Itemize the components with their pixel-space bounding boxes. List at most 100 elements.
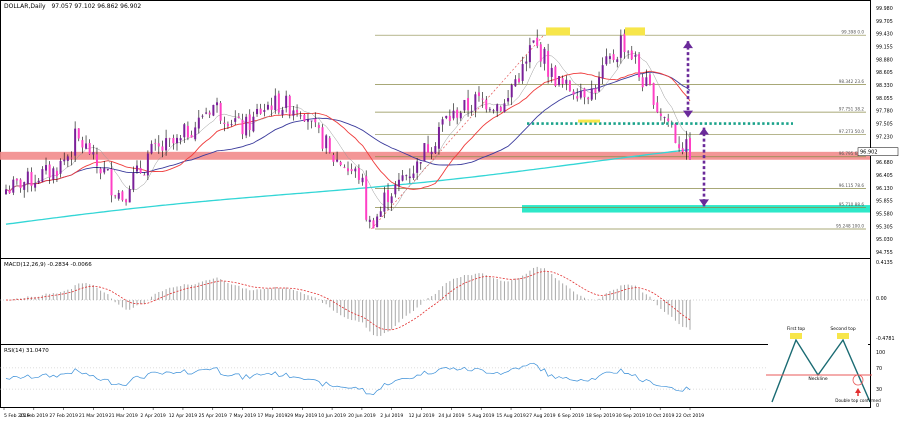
candle	[416, 158, 419, 180]
candle	[507, 90, 510, 105]
sma-mid-line	[5, 71, 691, 192]
candle-body	[179, 138, 182, 141]
candle	[368, 215, 371, 229]
candle-body	[317, 124, 320, 128]
candle	[288, 94, 291, 119]
candle	[219, 100, 222, 124]
candle-body	[121, 191, 124, 201]
candle-body	[492, 110, 495, 112]
candle	[656, 96, 659, 114]
candle-body	[216, 102, 219, 106]
candle	[630, 45, 633, 61]
candle	[216, 97, 219, 113]
date-axis-label: 29 May 2019	[287, 413, 317, 419]
candle-body	[12, 179, 15, 193]
candle	[296, 104, 299, 117]
candle	[645, 69, 648, 87]
candle-body	[288, 95, 291, 115]
date-axis-label: 27 Feb 2019	[49, 413, 78, 419]
candle-body	[114, 195, 117, 197]
arrow-tail-head	[699, 127, 709, 135]
macd-signal-line	[5, 270, 691, 331]
candle-body	[223, 122, 226, 125]
price-axis-label: 97.505	[876, 122, 893, 128]
candle-body	[48, 164, 51, 178]
candle	[125, 198, 128, 206]
candle	[139, 160, 142, 174]
candle-body	[117, 192, 120, 199]
candle	[543, 47, 546, 71]
main-panel[interactable]	[0, 0, 871, 259]
macd-panel[interactable]	[0, 258, 871, 345]
candle	[448, 109, 451, 126]
candle	[194, 121, 197, 142]
candle-body	[314, 118, 317, 123]
date-axis-label: 21 Mar 2019	[79, 413, 108, 419]
candle-body	[8, 189, 11, 194]
candle-body	[306, 119, 309, 122]
candle	[627, 50, 630, 59]
candle-body	[190, 134, 193, 138]
candle-body	[168, 138, 171, 140]
candle-body	[408, 176, 411, 179]
candle	[350, 163, 353, 175]
date-axis-label: 6 Sep 2019	[558, 413, 584, 419]
candle	[234, 110, 237, 126]
annotations-layer	[527, 27, 793, 207]
candle	[85, 135, 88, 149]
candle	[201, 114, 204, 119]
candle	[150, 140, 153, 155]
candle-body	[197, 117, 200, 129]
candle-body	[277, 93, 280, 113]
candle	[117, 190, 120, 201]
candle	[641, 73, 644, 92]
candle	[303, 113, 306, 123]
axis-layer: 99.980 99.705 99.430 99.155 98.880 98.605 98.3…	[3, 6, 899, 419]
candle	[114, 194, 117, 199]
candle	[681, 142, 684, 155]
candle-body	[652, 82, 655, 105]
candle-body	[630, 50, 633, 60]
candle-body	[390, 196, 393, 204]
price-axis-label: 98.330	[876, 83, 893, 89]
candle	[521, 56, 524, 84]
candle	[146, 150, 149, 180]
price-axis-label: 95.855	[876, 199, 893, 205]
inset-up-arrow-head	[855, 388, 861, 393]
current-price-tag	[857, 147, 899, 156]
candle	[30, 167, 33, 192]
date-axis-label: 10 Jun 2019	[318, 413, 346, 419]
candle-body	[23, 182, 26, 190]
rsi-panel[interactable]	[0, 344, 871, 408]
candle	[45, 157, 48, 175]
price-axis-label: 98.605	[876, 70, 893, 76]
macd-header: MACD(12,26,9) -0.2834 -0.0066	[4, 262, 92, 268]
candle	[590, 80, 593, 102]
candle-body	[365, 176, 368, 220]
candle-body	[256, 108, 259, 115]
candle-body	[77, 128, 80, 139]
fib-level-label: 95.248 100.0	[836, 223, 864, 228]
candle	[514, 75, 517, 87]
candle-body	[270, 105, 273, 110]
candle	[488, 107, 491, 113]
candle-body	[474, 94, 477, 111]
candle-body	[379, 211, 382, 217]
inset-second-top-marker	[837, 333, 849, 339]
candle-body	[274, 95, 277, 111]
candle-body	[361, 177, 364, 183]
price-axis-label: 95.580	[876, 211, 893, 217]
candle	[176, 134, 178, 151]
price-axis-label: 98.055	[876, 96, 893, 102]
candle-body	[74, 128, 77, 156]
candle-body	[503, 103, 506, 112]
candle	[408, 168, 411, 184]
candle-body	[205, 112, 208, 114]
price-axis-label: 99.155	[876, 45, 893, 51]
candle	[496, 103, 499, 117]
candle-body	[627, 51, 630, 53]
price-axis-label: 96.130	[876, 186, 893, 192]
candle	[376, 213, 379, 228]
symbol-text: DOLLAR,Daily	[4, 3, 46, 10]
